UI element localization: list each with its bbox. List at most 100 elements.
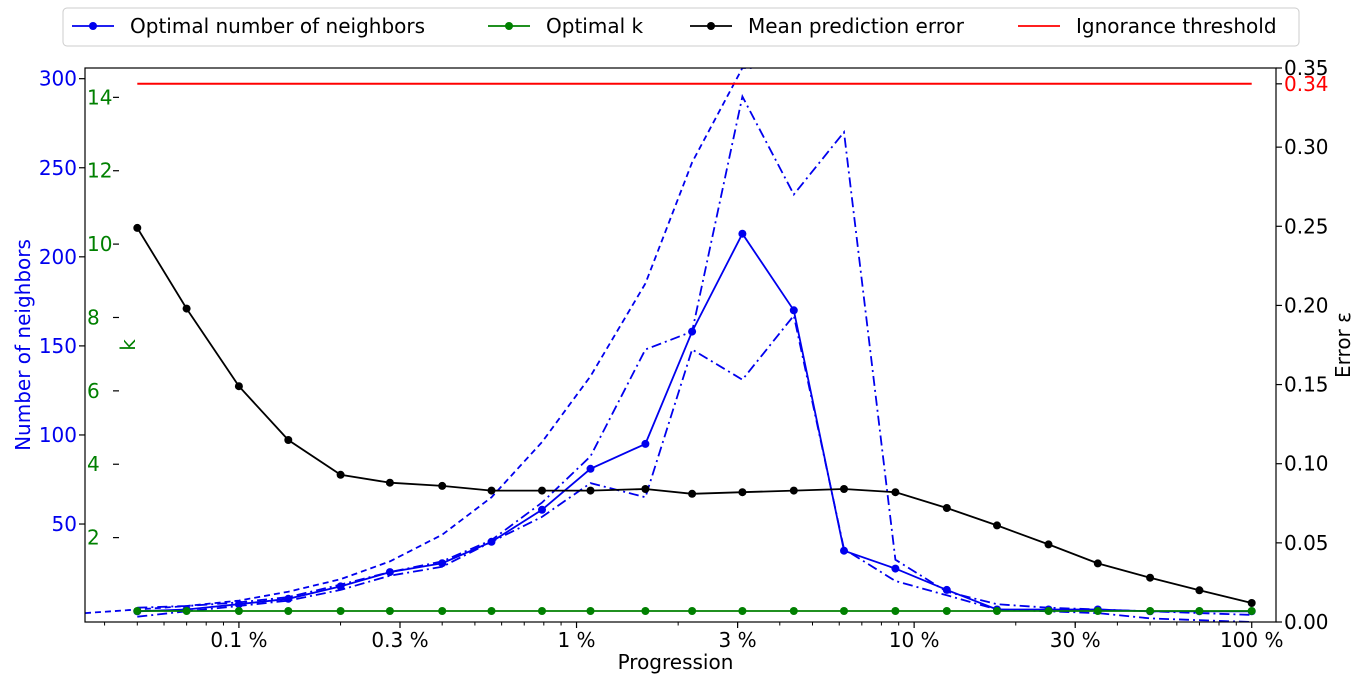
x-tick-label: 0.3 % [371, 628, 428, 652]
legend-box [62, 7, 1300, 47]
series-4-point [891, 607, 900, 615]
k-tick-label: 6 [87, 379, 100, 403]
series-4-point [789, 607, 798, 615]
k-tick-label: 8 [87, 305, 100, 329]
neighbors-tick-label: 100 [39, 423, 77, 447]
series-0-point [789, 306, 798, 315]
k-tick-label: 12 [87, 159, 112, 183]
series-4-point [1044, 607, 1053, 615]
series-0-point [738, 229, 747, 238]
series-5-point [487, 486, 496, 495]
series-0-point [891, 564, 900, 573]
error-tick-label: 0.05 [1284, 531, 1329, 555]
series-0-point [641, 439, 650, 448]
error-tick-label: 0.15 [1284, 373, 1329, 397]
series-5-point [182, 304, 191, 313]
series-5-point [1195, 586, 1204, 595]
series-5-point [688, 489, 697, 498]
legend-marker [505, 22, 513, 30]
series-line-5 [136, 227, 1252, 604]
error-tick-label: 0.20 [1284, 293, 1329, 317]
k-tick-label: 2 [87, 526, 100, 550]
error-tick-label: 0.30 [1284, 135, 1329, 159]
series-0-point [538, 505, 546, 514]
legend-label: Ignorance threshold [1076, 14, 1277, 38]
neighbors-tick-label: 50 [52, 512, 77, 536]
series-0-point [385, 568, 394, 577]
x-tick-label: 10 % [889, 628, 940, 652]
series-line-2 [137, 313, 1252, 622]
legend-label: Optimal number of neighbors [130, 14, 425, 38]
series-0-point [586, 464, 595, 473]
series-5-point [738, 488, 747, 497]
error-tick-label: 0.35 [1284, 56, 1329, 80]
series-4-point [284, 607, 293, 615]
series-4-point [1093, 607, 1102, 615]
series-5-point [284, 436, 293, 444]
x-tick-label: 100 % [1220, 628, 1284, 652]
neighbors-tick-label: 200 [39, 245, 77, 269]
series-4-point [385, 607, 394, 615]
neighbors-tick-label: 150 [39, 334, 77, 358]
k-tick-label: 4 [87, 452, 100, 476]
series-5-point [789, 486, 798, 495]
series-5-point [133, 223, 142, 232]
error-tick-label: 0.00 [1284, 610, 1329, 634]
series-5-point [1247, 599, 1256, 607]
series-4-point [438, 607, 447, 615]
legend-marker [89, 22, 97, 30]
series-5-point [234, 382, 243, 391]
series-4-point [738, 607, 747, 615]
threshold-tick-label: 0.34 [1284, 72, 1329, 96]
series-line-0 [137, 231, 1252, 613]
k-tick-label: 14 [87, 85, 112, 109]
neighbors-tick-label: 250 [39, 156, 77, 180]
series-4-point [1247, 607, 1256, 615]
series-5-point [438, 481, 447, 490]
series-5-point [385, 478, 394, 487]
series-5-point [538, 486, 546, 495]
legend-label: Mean prediction error [748, 14, 965, 38]
k-axis-label: k [116, 339, 140, 351]
x-tick-label: 3 % [719, 628, 757, 652]
series-5-point [1044, 540, 1053, 549]
series-line-3 [137, 93, 1252, 616]
legend-label: Optimal k [546, 14, 643, 38]
neighbors-tick-label: 300 [39, 67, 77, 91]
series-4-point [586, 607, 595, 615]
axes: 0.1 % 0.3 % 1 % 3 % 10 % 30 % 100 % Progression… [11, 56, 1355, 674]
neighbors-axis-label: Number of neighbors [11, 239, 35, 451]
error-tick-label: 0.10 [1284, 452, 1329, 476]
series-4-point [942, 607, 951, 615]
series-4-point [487, 607, 496, 615]
series-5-point [942, 504, 951, 512]
series-5-point [993, 521, 1001, 530]
series-5-point [641, 485, 650, 493]
series-4-point [234, 607, 243, 615]
plot-lines [85, 68, 1256, 622]
x-tick-label: 0.1 % [210, 628, 267, 652]
x-tick-label: 1 % [557, 628, 595, 652]
series-4-point [1146, 607, 1155, 615]
series-5-point [586, 486, 595, 495]
series-0-point [840, 546, 848, 555]
plot-frame [84, 67, 1277, 623]
series-4-point [840, 607, 848, 615]
series-4-point [133, 607, 142, 615]
series-4-point [336, 607, 345, 615]
series-4-point [641, 607, 650, 615]
series-line-1 [85, 68, 752, 614]
legend: Optimal number of neighbors Optimal k Mean… [62, 7, 1300, 47]
series-5-point [891, 488, 900, 497]
series-4-point [538, 607, 546, 615]
k-tick-label: 10 [87, 232, 112, 256]
x-axis-label: Progression [618, 650, 734, 674]
x-tick-label: 30 % [1050, 628, 1101, 652]
series-5-point [1146, 573, 1155, 582]
series-5-point [840, 485, 848, 493]
error-axis-label: Error ε [1331, 312, 1355, 378]
series-4-point [993, 607, 1001, 615]
series-4-point [688, 607, 697, 615]
series-5-point [1093, 559, 1102, 568]
